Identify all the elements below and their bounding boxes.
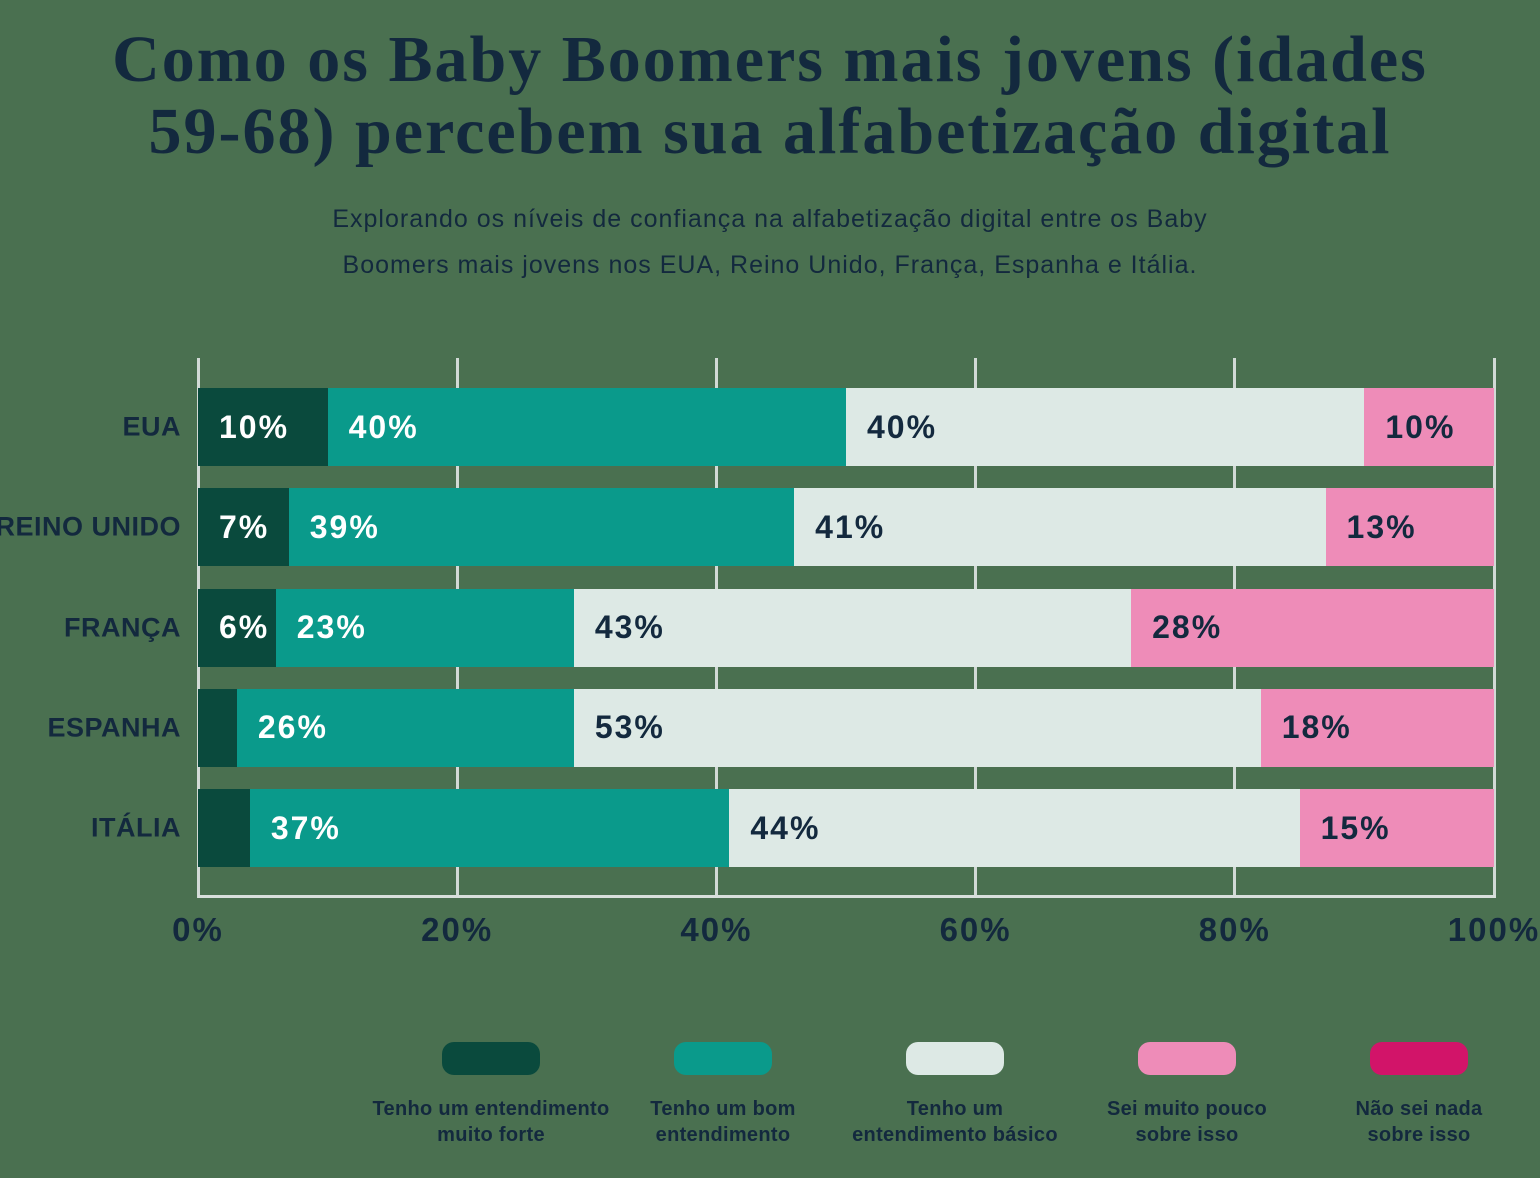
- bar-value-label: 10%: [1385, 408, 1456, 445]
- bar-value-label: 43%: [594, 609, 665, 645]
- legend-swatch: [1370, 1042, 1468, 1075]
- legend-label: Não sei nada sobre isso: [1356, 1096, 1483, 1148]
- legend-label-line: sobre isso: [1367, 1124, 1471, 1146]
- bar-value-label: 53%: [594, 709, 665, 746]
- bar-segment: 23%: [275, 588, 574, 667]
- bar-segment: [198, 789, 250, 867]
- chart-subtitle-line-1: Explorando os níveis de confiança na alf…: [332, 205, 1208, 233]
- gridline: [1492, 358, 1496, 898]
- legend-swatch: [442, 1042, 540, 1075]
- bar-segment: 7%: [198, 488, 289, 567]
- bar-value-label: 41%: [815, 508, 886, 545]
- bar-segment: 6%: [198, 588, 276, 667]
- bar-value-label: 15%: [1320, 809, 1391, 846]
- legend-label-line: entendimento: [655, 1124, 791, 1146]
- bar-value-label: 6%: [219, 609, 270, 645]
- legend-label: Tenho um entendimento básico: [852, 1096, 1058, 1148]
- x-axis-tick-label: 60%: [939, 911, 1012, 948]
- category-label: ITÁLIA: [91, 812, 181, 843]
- stacked-bar-chart: EUA 10% 40% 40% 10% REINO UNIDO 7% 39% 41% 13% FRA…: [0, 358, 1540, 956]
- bar-value-label: 13%: [1346, 508, 1417, 545]
- legend-label-line: Não sei nada: [1355, 1098, 1483, 1120]
- bar-rows: EUA 10% 40% 40% 10% REINO UNIDO 7% 39% 41% 13% FRA…: [0, 358, 1494, 898]
- chart-subtitle: Explorando os níveis de confiança na alf…: [0, 196, 1540, 288]
- x-axis-tick-label: 20%: [421, 911, 494, 948]
- legend-label-line: muito forte: [437, 1124, 545, 1146]
- bar-row: FRANÇA 6% 23% 43% 28%: [64, 588, 1494, 667]
- bar-segment: 28%: [1131, 588, 1494, 667]
- bar-value-label: 23%: [296, 609, 367, 645]
- bar-row: ESPANHA 26% 53% 18%: [47, 688, 1494, 767]
- x-axis-tick-label: 0%: [172, 911, 224, 948]
- bar-row: ITÁLIA 37% 44% 15%: [91, 789, 1494, 867]
- category-label: ESPANHA: [47, 712, 181, 743]
- bar-row: EUA 10% 40% 40% 10%: [122, 388, 1494, 466]
- category-label: REINO UNIDO: [0, 511, 181, 542]
- chart-header: Como os Baby Boomers mais jovens (idades…: [0, 0, 1540, 288]
- bar-row: REINO UNIDO 7% 39% 41% 13%: [0, 488, 1494, 567]
- bar-value-label: 7%: [219, 508, 270, 545]
- x-axis-tick-labels: 0% 20% 40% 60% 80% 100%: [172, 898, 1538, 956]
- legend-item: Tenho um entendimento muito forte: [372, 1042, 609, 1148]
- bar-segment: 41%: [794, 488, 1326, 567]
- x-axis-line: [198, 895, 1496, 898]
- bar-segment: 44%: [729, 789, 1300, 867]
- bar-segment: 26%: [236, 688, 574, 767]
- legend-item: Não sei nada sobre isso: [1303, 1042, 1535, 1148]
- bar-segment: 15%: [1299, 789, 1494, 867]
- bar-segment: 10%: [198, 388, 328, 466]
- chart-legend: Tenho um entendimento muito forte Tenho um…: [372, 1042, 1535, 1148]
- legend-label-line: Tenho um entendimento: [372, 1098, 610, 1120]
- chart-title: Como os Baby Boomers mais jovens (idades…: [0, 24, 1540, 168]
- chart-title-line-1: Como os Baby Boomers mais jovens (idades: [112, 23, 1428, 96]
- bar-segment: 40%: [845, 388, 1365, 466]
- bar-segment: 10%: [1364, 388, 1494, 466]
- bar-value-label: 44%: [750, 809, 821, 846]
- legend-label: Tenho um entendimento muito forte: [372, 1096, 609, 1148]
- chart-title-line-2: 59-68) percebem sua alfabetização digita…: [148, 95, 1392, 168]
- x-axis-tick-label: 80%: [1198, 911, 1271, 948]
- legend-item: Tenho um entendimento básico: [839, 1042, 1071, 1148]
- bar-segment: 18%: [1260, 688, 1494, 767]
- bar-value-label: 26%: [257, 709, 328, 746]
- bar-segment: 53%: [573, 688, 1261, 767]
- x-axis-tick-label: 40%: [680, 911, 753, 948]
- x-axis-tick-label: 100%: [1447, 911, 1540, 948]
- bar-value-label: 28%: [1152, 609, 1223, 645]
- legend-item: Tenho um bom entendimento: [607, 1042, 839, 1148]
- bar-value-label: 40%: [866, 408, 938, 445]
- legend-swatch: [1138, 1042, 1236, 1075]
- bar-segment: 39%: [288, 488, 795, 567]
- bar-segment: 13%: [1325, 488, 1494, 567]
- bar-segment: 40%: [327, 388, 846, 466]
- legend-label-line: Tenho um: [906, 1098, 1004, 1120]
- bar-segment: 37%: [249, 789, 730, 867]
- chart-subtitle-line-2: Boomers mais jovens nos EUA, Reino Unido…: [342, 251, 1198, 279]
- bar-segment: [198, 688, 237, 767]
- bar-value-label: 37%: [270, 809, 341, 846]
- category-label: EUA: [122, 411, 181, 442]
- bar-value-label: 18%: [1281, 709, 1352, 746]
- legend-swatch: [674, 1042, 772, 1075]
- legend-label-line: entendimento básico: [852, 1124, 1058, 1146]
- legend-label: Sei muito pouco sobre isso: [1107, 1096, 1267, 1148]
- legend-label: Tenho um bom entendimento: [650, 1096, 795, 1148]
- bar-value-label: 39%: [309, 508, 380, 545]
- category-label: FRANÇA: [64, 612, 181, 642]
- bar-segment: 43%: [573, 588, 1132, 667]
- bar-value-label: 10%: [219, 408, 290, 445]
- legend-item: Sei muito pouco sobre isso: [1071, 1042, 1303, 1148]
- bar-value-label: 40%: [348, 408, 419, 445]
- legend-swatch: [906, 1042, 1004, 1075]
- plot-area: EUA 10% 40% 40% 10% REINO UNIDO 7% 39% 41% 13% FRA…: [0, 358, 1496, 898]
- legend-label-line: Tenho um bom: [650, 1098, 796, 1120]
- legend-label-line: sobre isso: [1135, 1124, 1239, 1146]
- legend-label-line: Sei muito pouco: [1106, 1098, 1268, 1120]
